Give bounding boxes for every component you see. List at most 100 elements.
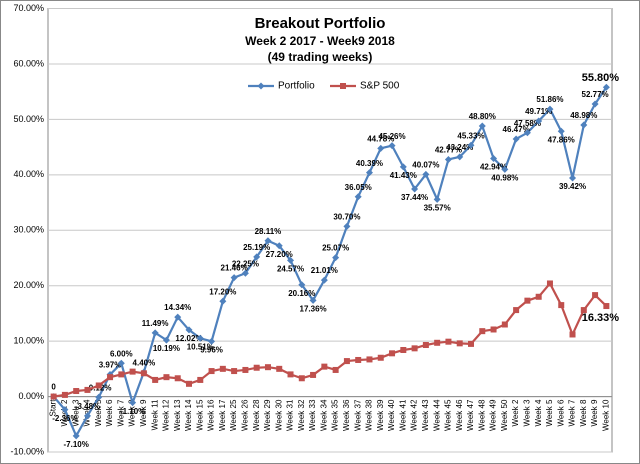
data-point [287,371,294,378]
data-label: 40.07% [412,161,439,170]
x-tick-label: Week 5 [94,399,103,427]
x-tick-label: Week 32 [297,399,306,431]
y-tick-label: -10.00% [10,446,44,456]
data-point [117,359,125,367]
y-tick-label: 10.00% [13,336,44,346]
data-point [84,386,91,393]
data-label: 11.49% [142,319,169,328]
data-point [434,339,441,346]
data-label: 12.02% [175,334,202,343]
data-point [580,307,587,314]
legend-marker [340,83,346,89]
data-point [456,153,464,161]
x-tick-label: Week 7 [568,399,577,427]
data-point [343,358,350,365]
x-tick-label: Week 30 [274,399,283,431]
data-label: 37.44% [401,193,428,202]
legend-label: Portfolio [278,81,315,92]
data-label: 48.98% [570,111,597,120]
x-tick-label: Week 13 [173,399,182,431]
data-point [151,329,159,337]
data-point [174,313,182,321]
data-label: 43.24% [446,143,473,152]
x-tick-label: Week 15 [195,399,204,431]
data-point [580,121,588,129]
data-label: 10.19% [153,344,180,353]
data-point [310,371,317,378]
data-point [186,380,192,387]
x-tick-label: Week 2 [511,399,520,427]
data-label: -1.10% [120,407,145,416]
data-point [309,296,317,304]
data-point [276,365,283,372]
data-point [389,350,396,357]
x-tick-label: Week 3 [523,399,532,427]
x-tick-label: Week 28 [252,399,261,431]
data-label: 28.11% [255,227,282,236]
data-point [354,193,362,201]
data-label: -7.10% [64,440,89,449]
data-point [50,393,57,400]
chart-subtitle: (49 trading weeks) [268,50,373,64]
data-point [467,141,475,149]
data-point [468,340,474,347]
data-point [242,366,249,373]
data-point [535,117,543,125]
data-point [72,432,80,440]
x-tick-label: Week 8 [128,399,137,427]
x-tick-label: Week 14 [184,399,193,431]
data-point [343,222,351,230]
y-tick-label: 50.00% [13,114,44,124]
data-point [501,321,508,328]
y-tick-label: 20.00% [13,280,44,290]
y-tick-label: 30.00% [13,225,44,235]
data-point [264,237,272,245]
x-tick-label: Week 17 [218,399,227,431]
data-point [603,303,610,310]
data-label: 40.39% [356,159,383,168]
data-label: 30.70% [333,212,360,221]
x-tick-label: Week 39 [376,399,385,431]
data-label: 16.33% [582,312,620,324]
data-point [129,368,136,375]
data-point [569,331,576,338]
data-label: 45.33% [457,131,484,140]
data-point [174,375,181,382]
x-tick-label: Week 41 [398,399,407,431]
data-point [298,375,305,382]
data-point [253,253,261,261]
data-point [569,174,577,182]
data-label: 42.94% [480,163,507,172]
data-label: 27.20% [266,250,293,259]
data-point [298,281,306,289]
data-label: -3.48% [75,402,100,411]
data-point [275,242,283,250]
x-tick-label: Week 10 [601,399,610,431]
chart-title: Breakout Portfolio [255,15,386,32]
data-label: 35.57% [424,203,451,212]
data-point [557,127,565,135]
data-point [377,354,384,361]
legend-label: S&P 500 [360,81,400,92]
x-tick-label: Week 6 [556,399,565,427]
x-tick-label: Week 48 [477,399,486,431]
data-point [524,297,531,304]
data-label: 55.80% [582,72,620,84]
data-label: 4.40% [133,358,156,367]
x-tick-label: Week 42 [410,399,419,431]
data-point [332,254,340,262]
x-tick-label: Week 44 [432,399,441,431]
data-label: 9.96% [200,345,223,354]
x-tick-label: Week 46 [455,399,464,431]
data-point [83,412,91,420]
data-point [208,337,216,345]
data-point [411,345,418,352]
x-tick-label: Week 43 [421,399,430,431]
x-tick-label: Week 11 [150,399,159,430]
data-label: 20.16% [288,289,315,298]
x-tick-label: Week 36 [342,399,351,431]
data-point [422,342,429,349]
x-tick-label: Week 47 [466,399,475,431]
data-point [501,165,509,173]
